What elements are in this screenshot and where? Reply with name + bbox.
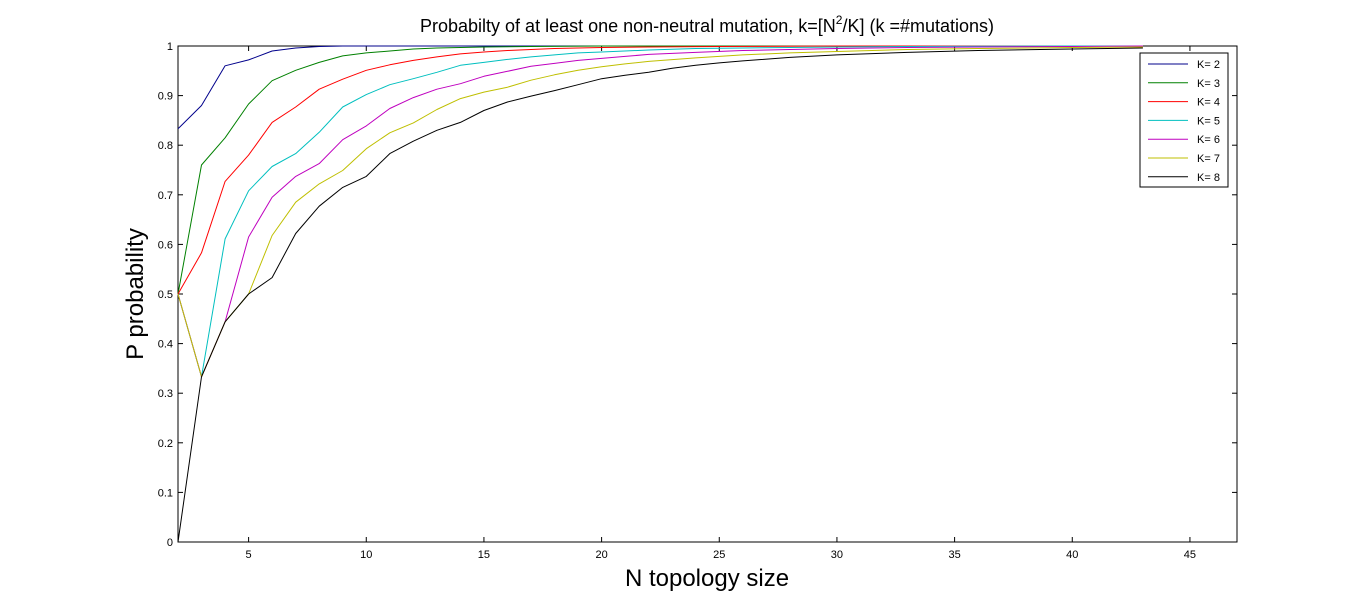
x-axis-label: N topology size bbox=[625, 565, 789, 592]
x-tick-label: 5 bbox=[246, 549, 252, 561]
legend-label: K= 4 bbox=[1197, 97, 1220, 109]
y-tick-label: 0.4 bbox=[158, 339, 173, 351]
chart-title-superscript: 2 bbox=[836, 13, 843, 27]
legend-label: K= 2 bbox=[1197, 59, 1220, 71]
y-tick-label: 0.6 bbox=[158, 239, 173, 251]
x-tick-label: 10 bbox=[360, 549, 372, 561]
y-tick-label: 0.9 bbox=[158, 91, 173, 103]
legend: K= 2 K= 3 K= 4 K= 5 K= 6 K= 7 K= 8 bbox=[1139, 52, 1229, 188]
y-tick-label: 0.1 bbox=[158, 487, 173, 499]
series-line-k8 bbox=[177, 47, 1143, 543]
x-tick-label: 25 bbox=[713, 549, 725, 561]
y-axis-ticks: 0 0.1 0.2 0.3 0.4 0.5 0.6 0.7 0.8 0.9 1 bbox=[158, 41, 1237, 549]
chart-title-suffix: /K] (k =#mutations) bbox=[842, 16, 994, 36]
legend-label: K= 6 bbox=[1197, 134, 1220, 146]
series-line-k5 bbox=[177, 45, 1143, 378]
chart-title: Probabilty of at least one non-neutral m… bbox=[420, 13, 994, 36]
svg-text:Probabilty of at least one non: Probabilty of at least one non-neutral m… bbox=[420, 13, 994, 36]
x-tick-label: 45 bbox=[1184, 549, 1196, 561]
y-tick-label: 0 bbox=[167, 537, 173, 549]
series-line-k4 bbox=[177, 45, 1143, 295]
y-tick-label: 0.5 bbox=[158, 289, 173, 301]
plot-area bbox=[177, 45, 1238, 543]
y-tick-label: 0.8 bbox=[158, 140, 173, 152]
y-tick-label: 0.7 bbox=[158, 190, 173, 202]
legend-label: K= 8 bbox=[1197, 172, 1220, 184]
legend-label: K= 3 bbox=[1197, 78, 1220, 90]
series-line-k7 bbox=[177, 46, 1143, 378]
x-axis-ticks: 5 10 15 20 25 30 35 40 45 bbox=[246, 46, 1196, 561]
chart-title-prefix: Probabilty of at least one non-neutral m… bbox=[420, 16, 836, 36]
series-line-k6 bbox=[177, 45, 1143, 378]
y-tick-label: 0.2 bbox=[158, 438, 173, 450]
x-tick-label: 35 bbox=[948, 549, 960, 561]
x-tick-label: 40 bbox=[1066, 549, 1078, 561]
y-tick-label: 0.3 bbox=[158, 388, 173, 400]
y-tick-label: 1 bbox=[167, 41, 173, 53]
x-tick-label: 30 bbox=[831, 549, 843, 561]
series-lines bbox=[177, 45, 1143, 543]
legend-label: K= 5 bbox=[1197, 115, 1220, 127]
legend-label: K= 7 bbox=[1197, 153, 1220, 165]
x-tick-label: 20 bbox=[595, 549, 607, 561]
x-tick-label: 15 bbox=[478, 549, 490, 561]
y-axis-label: P probability bbox=[122, 228, 149, 360]
